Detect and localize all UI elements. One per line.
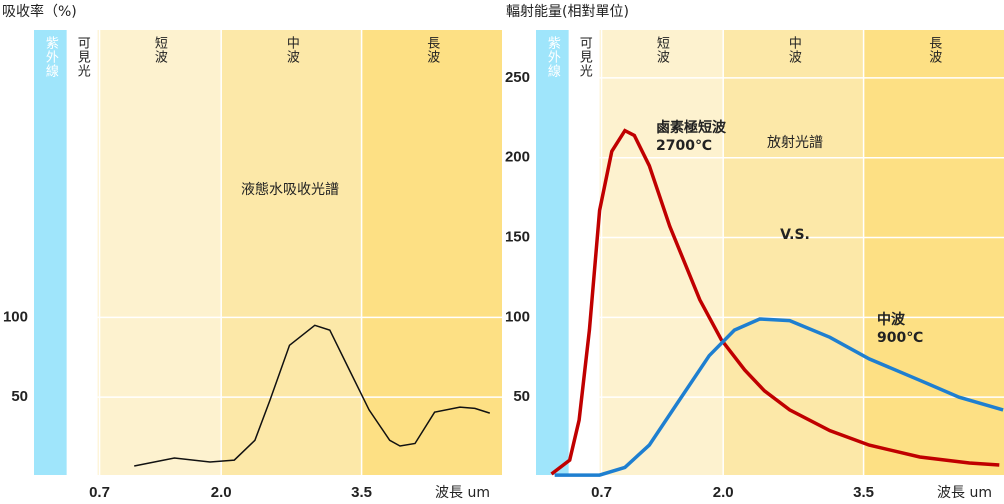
band-label: 長波 bbox=[926, 36, 942, 64]
band bbox=[536, 30, 569, 475]
y-tick-label: 50 bbox=[11, 388, 28, 405]
y-tick-label: 150 bbox=[505, 229, 530, 246]
y-tick-label: 200 bbox=[505, 149, 530, 166]
x-tick-label: 0.7 bbox=[591, 484, 612, 501]
band bbox=[66, 30, 98, 475]
band-label: 短波 bbox=[152, 36, 168, 64]
band-label: 中波 bbox=[786, 36, 802, 64]
band-label: 紫外線 bbox=[545, 36, 561, 78]
x-tick-label: 2.0 bbox=[211, 484, 232, 501]
axis-title: 吸收率（%) bbox=[2, 3, 77, 20]
series-sublabel: 900℃ bbox=[877, 330, 923, 346]
band-label: 可見光 bbox=[75, 36, 91, 78]
band bbox=[97, 30, 222, 475]
annotation: 放射光譜 bbox=[767, 135, 823, 151]
x-tick-label: 2.0 bbox=[713, 484, 734, 501]
series-label: 鹵素極短波 bbox=[656, 119, 727, 136]
band-label: 短波 bbox=[654, 36, 670, 64]
y-tick-label: 250 bbox=[505, 69, 530, 86]
annotation: 液態水吸收光譜 bbox=[241, 182, 339, 198]
y-tick-label: 100 bbox=[505, 308, 530, 325]
x-tick-label: 0.7 bbox=[89, 484, 110, 501]
y-tick-label: 100 bbox=[3, 308, 28, 325]
data-line bbox=[134, 324, 491, 467]
data-line bbox=[554, 317, 1004, 477]
x-axis-label: 波長 um bbox=[937, 485, 992, 501]
band bbox=[723, 30, 864, 475]
band bbox=[221, 30, 362, 475]
band-label: 中波 bbox=[284, 36, 300, 64]
series-sublabel: 2700℃ bbox=[656, 138, 712, 154]
band bbox=[599, 30, 724, 475]
series-label: 中波 bbox=[877, 311, 906, 328]
band-label: 長波 bbox=[424, 36, 440, 64]
axis-title: 輻射能量(相對單位) bbox=[506, 4, 629, 20]
x-tick-label: 3.5 bbox=[853, 484, 874, 501]
y-tick-label: 50 bbox=[513, 388, 530, 405]
band bbox=[863, 30, 1004, 475]
band bbox=[361, 30, 502, 475]
x-axis-label: 波長 um bbox=[435, 485, 490, 501]
band-label: 紫外線 bbox=[43, 36, 59, 78]
annotation: V.S. bbox=[780, 227, 810, 243]
data-line bbox=[550, 128, 1000, 476]
band bbox=[34, 30, 67, 475]
band-label: 可見光 bbox=[577, 36, 593, 78]
x-tick-label: 3.5 bbox=[351, 484, 372, 501]
